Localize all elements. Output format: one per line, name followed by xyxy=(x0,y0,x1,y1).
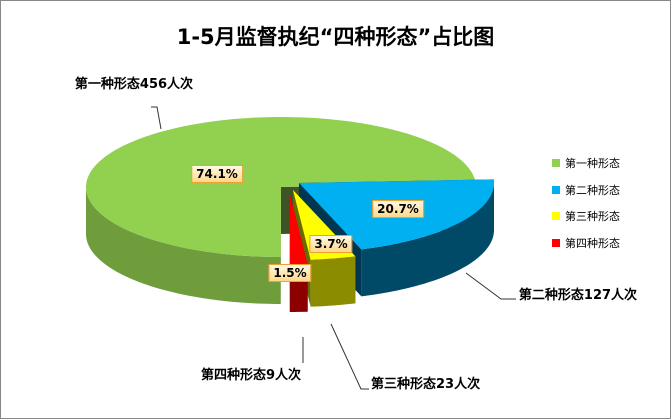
slice-2-side-wall xyxy=(361,183,494,297)
legend: 第一种形态 第二种形态 第三种形态 第四种形态 xyxy=(552,150,620,256)
legend-swatch-4 xyxy=(552,238,560,247)
legend-item-2: 第二种形态 xyxy=(552,177,620,204)
slice-1-side-wall xyxy=(86,187,281,304)
data-label-1: 74.1% xyxy=(191,165,243,183)
callout-label-2: 第二种形态127人次 xyxy=(518,288,638,303)
chart-title: 1-5月监督执纪“四种形态”占比图 xyxy=(176,25,495,49)
data-label-4: 1.5% xyxy=(268,264,312,282)
legend-swatch-3 xyxy=(552,212,560,221)
legend-swatch-1 xyxy=(552,159,560,168)
legend-item-3: 第三种形态 xyxy=(552,203,620,230)
legend-label-4: 第四种形态 xyxy=(565,236,620,250)
legend-label-3: 第三种形态 xyxy=(565,210,620,224)
callout-label-4: 第四种形态9人次 xyxy=(201,368,302,383)
legend-item-4: 第四种形态 xyxy=(552,230,620,257)
data-label-3: 3.7% xyxy=(309,235,353,253)
legend-label-1: 第一种形态 xyxy=(565,157,620,171)
data-label-2: 20.7% xyxy=(372,200,424,218)
leader-line-1 xyxy=(151,106,162,130)
slice-4-第四种形态 xyxy=(289,195,308,265)
callout-label-3: 第三种形态23人次 xyxy=(371,377,481,392)
legend-label-2: 第二种形态 xyxy=(565,183,620,197)
slice-3-side-wall xyxy=(310,256,356,307)
legend-item-1: 第一种形态 xyxy=(552,150,620,177)
leader-line-2 xyxy=(465,272,516,300)
legend-swatch-2 xyxy=(552,185,560,194)
callout-label-1: 第一种形态456人次 xyxy=(74,77,194,92)
slice-1-第一种形态 xyxy=(86,117,476,257)
leader-line-3 xyxy=(330,323,369,390)
